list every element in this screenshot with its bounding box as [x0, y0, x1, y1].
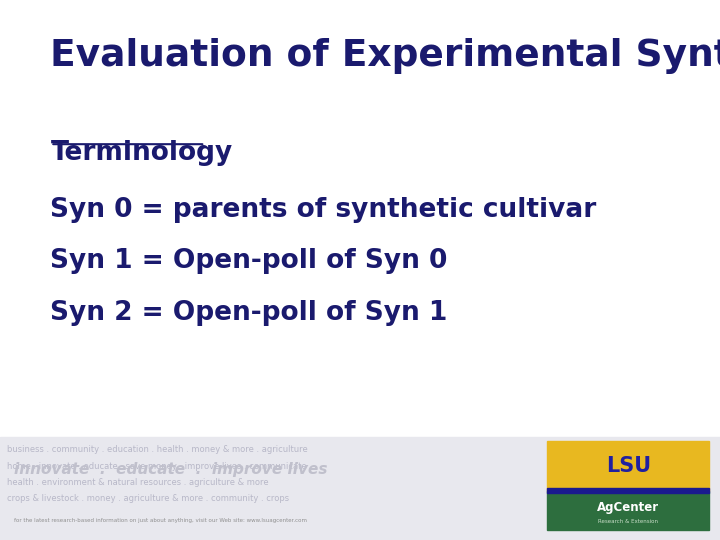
Bar: [547, 488, 709, 493]
Bar: [547, 491, 709, 530]
Text: Evaluation of Experimental Synthetics: Evaluation of Experimental Synthetics: [50, 38, 720, 74]
Text: Syn 0 = parents of synthetic cultivar: Syn 0 = parents of synthetic cultivar: [50, 197, 597, 223]
Text: business . community . education . health . money & more . agriculture: business . community . education . healt…: [7, 446, 308, 455]
Bar: [547, 441, 709, 491]
Text: health . environment & natural resources . agriculture & more: health . environment & natural resources…: [7, 478, 269, 487]
Text: for the latest research-based information on just about anything, visit our Web : for the latest research-based informatio…: [14, 518, 307, 523]
Text: Research & Extension: Research & Extension: [598, 519, 658, 524]
Text: Terminology: Terminology: [50, 140, 233, 166]
Bar: [0, 437, 720, 540]
Text: AgCenter: AgCenter: [597, 501, 660, 514]
Text: home . innovate . educate . save money . improve lives . communicate: home . innovate . educate . save money .…: [7, 462, 307, 471]
Text: Syn 1 = Open-poll of Syn 0: Syn 1 = Open-poll of Syn 0: [50, 248, 448, 274]
Text: innovate  .  educate  .  improve lives: innovate . educate . improve lives: [14, 462, 328, 477]
Text: LSU: LSU: [606, 456, 651, 476]
Text: Syn 2 = Open-poll of Syn 1: Syn 2 = Open-poll of Syn 1: [50, 300, 448, 326]
Text: crops & livestock . money . agriculture & more . community . crops: crops & livestock . money . agriculture …: [7, 494, 289, 503]
